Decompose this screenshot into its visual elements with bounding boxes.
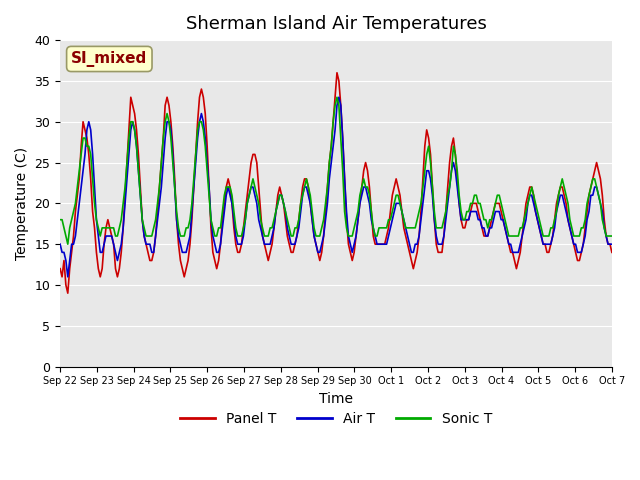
X-axis label: Time: Time bbox=[319, 392, 353, 406]
Title: Sherman Island Air Temperatures: Sherman Island Air Temperatures bbox=[186, 15, 486, 33]
Legend: Panel T, Air T, Sonic T: Panel T, Air T, Sonic T bbox=[175, 407, 497, 432]
Text: SI_mixed: SI_mixed bbox=[71, 51, 147, 67]
Y-axis label: Temperature (C): Temperature (C) bbox=[15, 147, 29, 260]
